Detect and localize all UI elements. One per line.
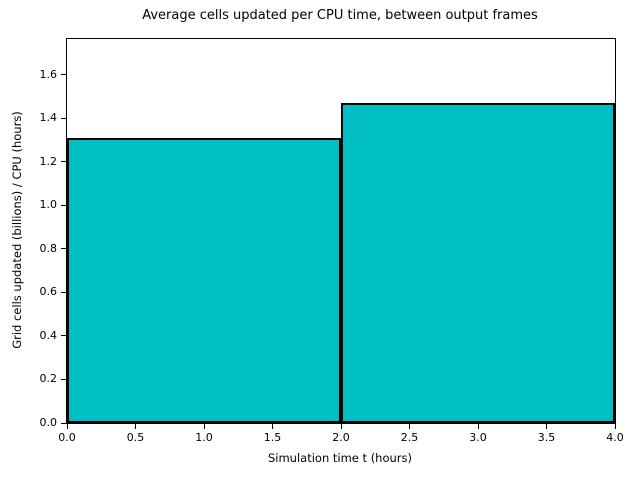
y-tick-label: 1.4 (39, 111, 58, 125)
histogram-bar (341, 103, 615, 423)
x-axis-label: Simulation time t (hours) (267, 451, 413, 465)
y-tick-label: 0.8 (39, 241, 58, 255)
x-tick-label: 2.0 (332, 431, 350, 444)
y-axis-label: Grid cells updated (billions) / CPU (hou… (10, 111, 24, 349)
histogram-bar (67, 137, 341, 423)
y-tick-mark (61, 378, 66, 380)
x-tick-label: 3.5 (537, 431, 556, 444)
y-tick-mark (61, 422, 66, 424)
x-tick-label: 2.5 (400, 431, 419, 444)
x-tick-mark (409, 424, 410, 429)
x-tick-label: 1.5 (263, 431, 282, 444)
y-tick-mark (61, 248, 66, 250)
y-tick-mark (61, 291, 66, 293)
x-tick-mark (340, 424, 342, 429)
y-tick-mark (61, 335, 66, 337)
x-tick-mark (135, 424, 136, 429)
x-tick-mark (546, 424, 547, 429)
x-tick-mark (477, 424, 479, 429)
y-tick-label: 1.0 (39, 198, 58, 212)
y-tick-label: 0.2 (39, 372, 58, 386)
plot-area: 0.0 0.5 1.0 1.5 2.0 2.5 3.0 3.5 4.0 0.0 0.2 0.4 0.6 0… (40, 38, 624, 444)
x-tick-label: 4.0 (606, 431, 624, 444)
x-tick-label: 0.0 (58, 431, 76, 444)
x-tick-mark (614, 424, 616, 429)
y-tick-label: 0.4 (39, 328, 58, 342)
x-tick-mark (66, 424, 68, 429)
y-tick-mark (61, 74, 66, 76)
y-tick-label: 0.6 (39, 285, 58, 299)
x-tick-label: 3.0 (469, 431, 487, 444)
y-tick-label: 1.6 (39, 67, 58, 81)
y-tick-mark (61, 161, 66, 163)
x-tick-label: 0.5 (126, 431, 145, 444)
chart-title: Average cells updated per CPU time, betw… (142, 8, 538, 23)
x-tick-mark (272, 424, 273, 429)
x-tick-mark (203, 424, 205, 429)
y-tick-label: 0.0 (39, 416, 58, 429)
y-tick-mark (61, 204, 66, 206)
x-tick-label: 1.0 (195, 431, 213, 444)
y-tick-label: 1.2 (39, 154, 58, 168)
y-tick-mark (61, 117, 66, 119)
